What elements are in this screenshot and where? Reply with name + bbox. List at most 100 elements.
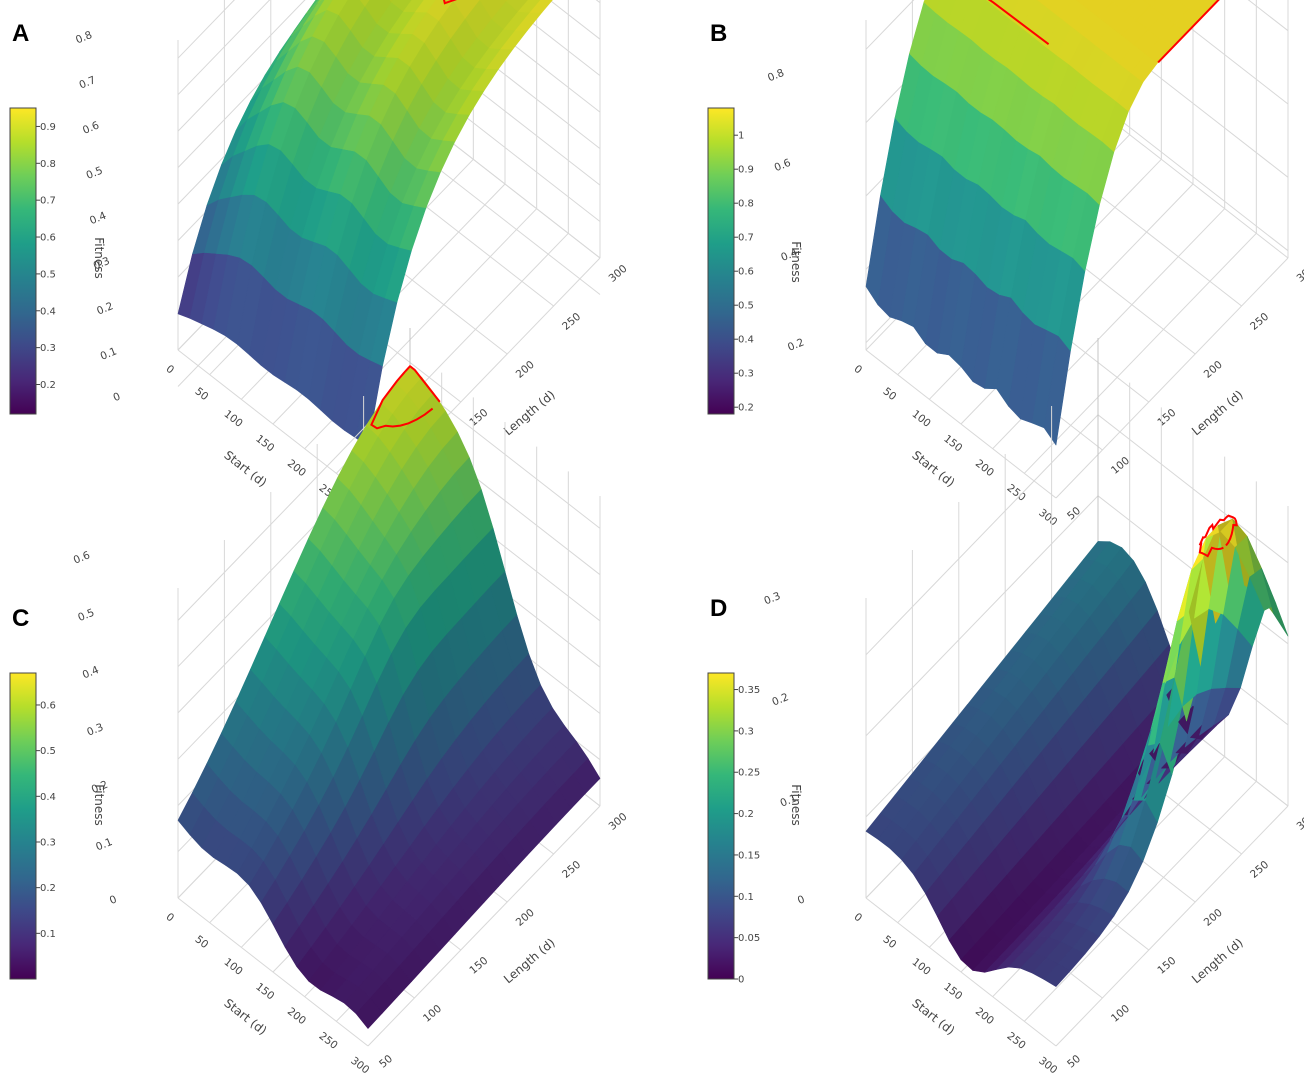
z-axis-label: Fitness — [789, 241, 803, 283]
x-axis-label: Start (d) — [909, 996, 957, 1038]
x-tick-label: 100 — [910, 408, 933, 430]
colorbar: 0 0.05 0.1 0.15 0.2 0.25 0.3 0.35 — [707, 672, 760, 986]
z-tick-label: 0.1 — [94, 836, 114, 853]
surface-cell — [529, 0, 553, 13]
colorbar-tick-label: 0 — [738, 975, 744, 986]
z-tick-label: 0.8 — [766, 67, 786, 84]
panel-b: B 0 50 100 150 200 250 300 50 100 150 200 250 300 0.2… — [652, 0, 1304, 543]
z-gridline — [177, 0, 601, 132]
x-axis-label: Start (d) — [909, 448, 957, 490]
floor-x-gridline — [1023, 232, 1257, 474]
optimum-contour — [1198, 514, 1238, 558]
y-tick-label: 300 — [1295, 811, 1304, 833]
surface-cell — [317, 0, 322, 4]
surface-cell — [997, 0, 1020, 20]
z-tick-label: 0.8 — [74, 29, 94, 46]
colorbar-tick-label: 0.4 — [738, 335, 754, 346]
y-tick-label: 150 — [1155, 955, 1178, 977]
surface-cell — [326, 0, 349, 16]
colorbar-tick-label: 0.35 — [738, 685, 760, 696]
z-tick-label: 0.7 — [77, 74, 97, 91]
z-tick-label: 0.6 — [72, 549, 92, 567]
z-tick-label: 0.9 — [70, 0, 90, 1]
z-tick-label: 0.2 — [770, 691, 790, 708]
colorbar-tick-label: 0.5 — [738, 301, 754, 312]
z-tick-label: 0 — [796, 893, 807, 907]
colorbar: 0.2 0.3 0.4 0.5 0.6 0.7 0.8 0.9 — [9, 107, 56, 415]
colorbar-tick-label: 0.8 — [738, 199, 754, 210]
x-tick-label: 0 — [852, 911, 865, 925]
y-axis-label: Length (d) — [501, 936, 558, 987]
y-tick-label: 50 — [1065, 1053, 1083, 1071]
panel-label-b: B — [710, 20, 728, 47]
colorbar-gradient — [9, 672, 37, 980]
z-tick-label: 0.3 — [762, 590, 782, 607]
z-axis-label: Fitness — [789, 784, 803, 826]
x-tick-label: 250 — [317, 1030, 340, 1052]
panel-label-c: C — [12, 605, 30, 632]
colorbar-tick-label: 0.5 — [40, 269, 56, 280]
x-tick-label: 50 — [881, 933, 899, 951]
surface-cell — [389, 0, 394, 3]
colorbar-tick-label: 0.7 — [738, 233, 754, 244]
surface-cell — [1261, 568, 1289, 637]
x-tick-label: 100 — [222, 956, 245, 978]
panel-label-a: A — [12, 20, 30, 47]
colorbar-tick-label: 0.5 — [40, 746, 56, 757]
surface-cell — [959, 0, 987, 40]
x-tick-label: 200 — [973, 1005, 996, 1027]
fitness-surface — [865, 518, 1289, 987]
colorbar-tick-label: 0.9 — [40, 122, 56, 133]
optimum-contour — [370, 365, 441, 430]
x-tick-label: 250 — [1005, 1030, 1028, 1052]
colorbar-tick-label: 0.9 — [738, 165, 754, 176]
x-tick-label: 0 — [164, 363, 177, 377]
y-axis-label: Length (d) — [1189, 936, 1246, 987]
x-tick-label: 50 — [193, 933, 211, 951]
y-tick-label: 150 — [467, 407, 490, 429]
surface-cell — [403, 0, 425, 13]
floor-x-gridline — [1023, 780, 1257, 1022]
z-tick-label: 0.2 — [95, 300, 115, 317]
x-tick-label: 100 — [910, 956, 933, 978]
y-tick-label: 250 — [1248, 311, 1271, 333]
fitness-surface — [177, 0, 553, 447]
floor-x-gridline — [1055, 805, 1289, 1047]
surface-cell — [517, 0, 542, 13]
x-tick-label: 150 — [253, 981, 276, 1003]
colorbar-tick-label: 0.1 — [738, 892, 754, 903]
z-tick-label: 0 — [111, 391, 122, 405]
colorbar-tick-label: 0.4 — [40, 792, 56, 803]
colorbar-tick-label: 0.2 — [738, 809, 754, 820]
y-tick-label: 200 — [514, 907, 537, 929]
y-tick-label: 100 — [1109, 1003, 1132, 1025]
panel-d: D 0 50 100 150 200 250 300 50 100 150 200 250 300 0 0.… — [652, 338, 1304, 1086]
x-tick-label: 100 — [222, 408, 245, 430]
surface-cell — [1037, 0, 1055, 9]
z-gridline — [177, 0, 601, 96]
surface-cell — [1112, 0, 1136, 12]
y-axis-label: Length (d) — [1189, 388, 1246, 439]
floor-y-gridline — [1097, 109, 1289, 259]
fitness-surface — [177, 366, 601, 1029]
x-tick-label: 150 — [941, 981, 964, 1003]
floor-x-gridline — [1055, 257, 1289, 499]
colorbar-tick-label: 0.8 — [40, 159, 56, 170]
z-tick-label: 0.4 — [81, 664, 101, 682]
panel-label-d: D — [710, 595, 728, 622]
surface-cell — [506, 0, 529, 12]
y-tick-label: 100 — [421, 1003, 444, 1025]
x-tick-label: 200 — [973, 457, 996, 479]
z-tick-label: 0.3 — [85, 721, 105, 738]
z-tick-label: 0.2 — [786, 336, 806, 353]
colorbar-tick-label: 0.6 — [738, 267, 754, 278]
colorbar-tick-label: 0.3 — [738, 369, 754, 380]
floor-y-gridline — [865, 897, 1057, 1047]
colorbar-tick-label: 0.7 — [40, 196, 56, 207]
floor-x-gridline — [367, 805, 601, 1047]
y-tick-label: 300 — [1295, 263, 1304, 285]
x-axis-label: Start (d) — [221, 448, 269, 490]
